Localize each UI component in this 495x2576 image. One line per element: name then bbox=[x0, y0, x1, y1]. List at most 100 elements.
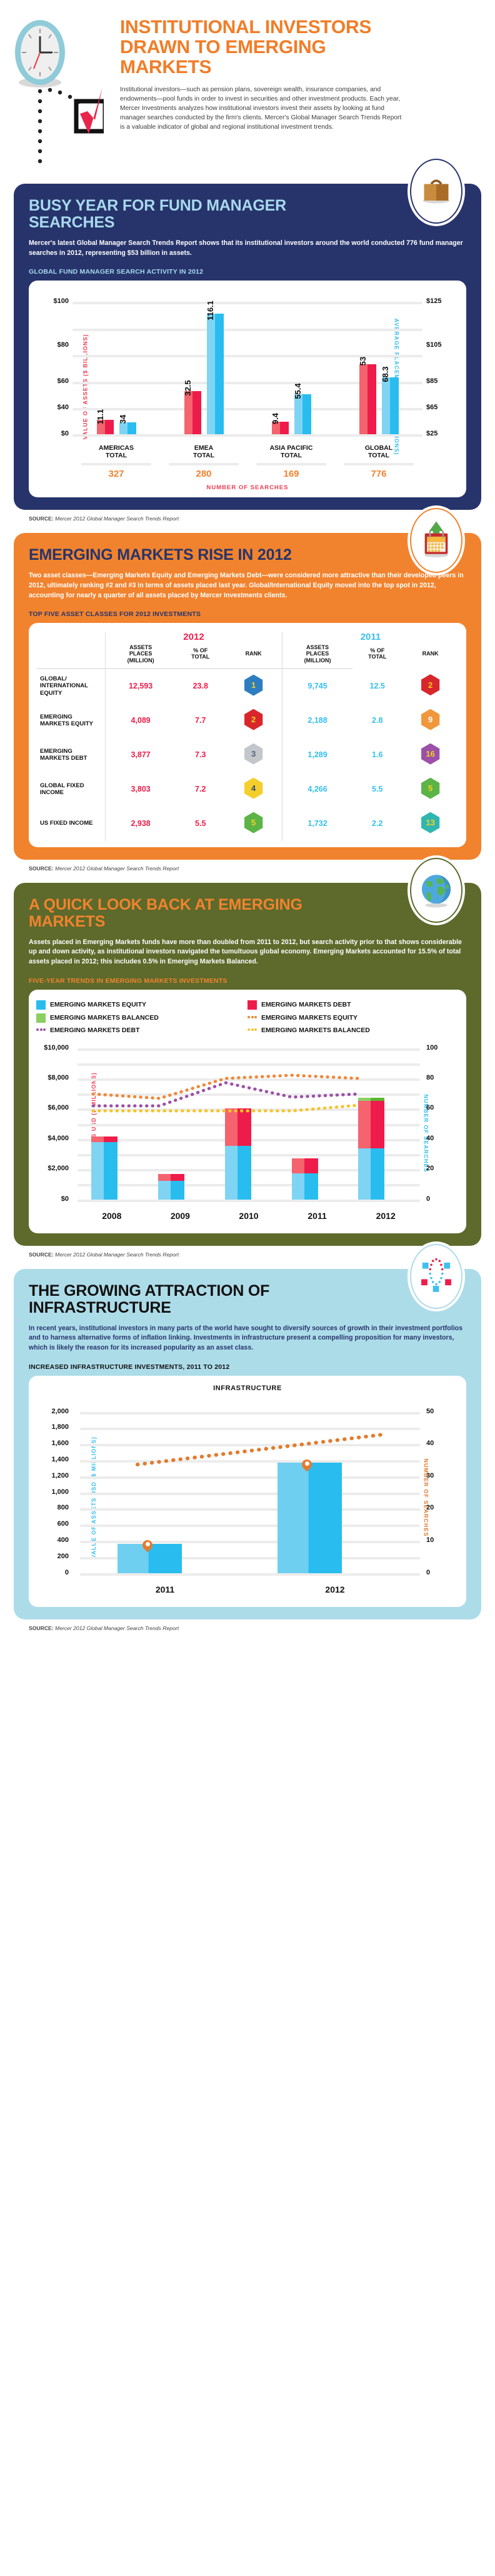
section-quick-look-back: A QUICK LOOK BACK AT EMERGING MARKETS As… bbox=[0, 855, 495, 1266]
chart1-categories: AMERICAS TOTAL 327 EMEA TOTAL 280 ASIA PAC… bbox=[72, 444, 422, 479]
cell-assets-2012: 3,803 bbox=[131, 785, 151, 794]
table-column-header-row: ASSETS PLACES (MILLION) % OF TOTAL RANK ASS… bbox=[36, 643, 459, 667]
chart2-ytick-left: $2,000 bbox=[48, 1165, 69, 1173]
section1-chart-label: GLOBAL FUND MANAGER SEARCH ACTIVITY IN 2… bbox=[29, 268, 204, 276]
cell-assets-2011: 1,289 bbox=[308, 750, 328, 760]
chart3-ytick-right: 50 bbox=[426, 1407, 434, 1415]
cell-pct-2012: 7.2 bbox=[195, 785, 206, 794]
section-infrastructure: THE GROWING ATTRACTION OF INFRASTRUCTURE… bbox=[0, 1241, 495, 1640]
section1-panel: BUSY YEAR FOR FUND MANAGER SEARCHES Merc… bbox=[14, 156, 481, 510]
bar-value: 32.5 bbox=[183, 380, 192, 397]
chart2-ytick-left: $8,000 bbox=[48, 1074, 69, 1082]
chart3-ytick-left: 1,800 bbox=[51, 1423, 69, 1431]
stacked-bar-2012 bbox=[358, 1097, 385, 1200]
chart3-ytick-left: 1,200 bbox=[51, 1471, 69, 1479]
chart3-category: 2012 bbox=[325, 1584, 345, 1594]
legend-swatch-dotted bbox=[248, 1028, 257, 1032]
cell-pct-2012: 7.3 bbox=[195, 750, 206, 760]
chart2-ytick-left: $4,000 bbox=[48, 1134, 69, 1142]
chart1-ytick-right: $85 bbox=[426, 377, 438, 385]
bar-emea-assets: 32.5 bbox=[183, 380, 201, 435]
legend-label: EMERGING MARKETS BALANCED bbox=[50, 1014, 159, 1022]
rank-medal-number: 2 bbox=[421, 674, 440, 696]
rank-medal-icon: 1 bbox=[243, 674, 264, 696]
chart2-ytick-right: 40 bbox=[426, 1134, 434, 1142]
chart3-ytick-right: 20 bbox=[426, 1504, 434, 1512]
row-label: EMERGING MARKETS DEBT bbox=[40, 747, 88, 762]
rank-medal-number: 16 bbox=[421, 743, 440, 765]
cell-assets-2011: 1,732 bbox=[308, 819, 328, 828]
chart2-ytick-right: 60 bbox=[426, 1104, 434, 1112]
bar-americas-placement: 34 bbox=[118, 415, 136, 435]
bar-value: 116.1 bbox=[206, 301, 215, 321]
section4-panel: THE GROWING ATTRACTION OF INFRASTRUCTURE… bbox=[14, 1241, 481, 1619]
col-assets-2012: ASSETS PLACES (MILLION) bbox=[127, 644, 154, 664]
cell-assets-2012: 4,089 bbox=[131, 716, 151, 725]
section-emerging-markets-rise: EMERGING MARKETS RISE IN 2012 Two asset … bbox=[0, 505, 495, 880]
cell-assets-2012: 12,593 bbox=[128, 682, 153, 691]
section3-title: A QUICK LOOK BACK AT EMERGING MARKETS bbox=[29, 895, 302, 930]
legend-item: EMERGING MARKETS BALANCED bbox=[248, 1025, 459, 1036]
cell-pct-2011: 12.5 bbox=[369, 681, 385, 690]
col-rank-2012: RANK bbox=[245, 650, 262, 657]
legend-item: EMERGING MARKETS DEBT bbox=[36, 1025, 248, 1036]
rank-medal-icon: 2 bbox=[420, 674, 441, 696]
cell-pct-2011: 2.2 bbox=[372, 819, 383, 828]
chart3-ytick-left: 800 bbox=[57, 1504, 69, 1512]
legend-item: EMERGING MARKETS EQUITY bbox=[36, 998, 248, 1012]
section2-source: SOURCE: Mercer 2012 Global Manager Searc… bbox=[14, 860, 481, 880]
map-pin-icon-2011 bbox=[140, 1538, 155, 1554]
bar-emea-placement: 116.1 bbox=[206, 301, 224, 435]
rank-medal-number: 5 bbox=[421, 777, 440, 799]
source-text: Mercer 2012 Global Manager Search Trends… bbox=[55, 1251, 179, 1258]
legend-label: EMERGING MARKETS DEBT bbox=[50, 1026, 140, 1034]
cell-pct-2012: 5.5 bbox=[195, 819, 206, 828]
bar-value: 34 bbox=[118, 415, 128, 424]
hero-paragraph: Institutional investors—such as pension … bbox=[120, 86, 402, 132]
bar-value: 11.1 bbox=[96, 409, 105, 425]
section1-body: Mercer's latest Global Manager Search Tr… bbox=[29, 239, 463, 257]
bar-americas-assets: 11.1 bbox=[96, 409, 114, 435]
legend-swatch-dotted bbox=[248, 1016, 257, 1020]
section2-body: Two asset classes—Emerging Markets Equit… bbox=[29, 572, 464, 599]
chart2-ytick-left: $10,000 bbox=[44, 1043, 69, 1052]
map-pin-icon-2012 bbox=[299, 1457, 314, 1473]
bar-asia-assets: 9.4 bbox=[271, 413, 289, 435]
chart-infrastructure: VALUE OF ASSETS USD ($ MILLIONS) NUMBER … bbox=[36, 1395, 459, 1601]
chart-global-search-activity: VALUE OF ASSETS ($ BILLIONS) AVERAGE PLA… bbox=[36, 293, 459, 480]
col-pct-2011: % OF TOTAL bbox=[368, 647, 387, 660]
legend-label: EMERGING MARKETS BALANCED bbox=[261, 1026, 370, 1034]
table-card: 2012 2011 ASSETS PLACES (MILLION) % OF TOTA… bbox=[29, 623, 466, 847]
bar-group-emea: 32.5 116.1 bbox=[160, 301, 248, 435]
chart2-card: EMERGING MARKETS EQUITY EMERGING MARKETS… bbox=[29, 989, 466, 1233]
chart3-ytick-left: 400 bbox=[57, 1536, 69, 1544]
rank-medal-icon: 16 bbox=[420, 743, 441, 765]
cell-rank-2012: 5 bbox=[225, 807, 282, 841]
table-row: EMERGING MARKETS EQUITY 4,089 7.7 2 2,18… bbox=[36, 704, 459, 738]
chart3-card: INFRASTRUCTURE VALUE OF ASSETS USD ($ MI… bbox=[29, 1375, 466, 1607]
source-text: Mercer 2012 Global Manager Search Trends… bbox=[55, 515, 179, 522]
chart1-ytick-right: $105 bbox=[426, 341, 442, 349]
legend-item: EMERGING MARKETS EQUITY bbox=[248, 1012, 459, 1025]
chart1-ytick-left: $100 bbox=[53, 297, 69, 306]
chart1-ytick-right: $65 bbox=[426, 403, 438, 411]
section4-body: In recent years, institutional investors… bbox=[29, 1324, 463, 1351]
table-year-2012: 2012 bbox=[183, 632, 204, 643]
bar-group-global: 53 68.3 bbox=[335, 302, 422, 435]
rank-medal-number: 4 bbox=[244, 777, 263, 799]
search-count: 280 bbox=[196, 469, 212, 480]
infographic-page: INSTITUTIONAL INVESTORS DRAWN TO EMERGIN… bbox=[0, 17, 495, 1640]
cell-pct-2011: 2.8 bbox=[372, 716, 383, 725]
top-five-asset-classes-table: 2012 2011 ASSETS PLACES (MILLION) % OF TOTA… bbox=[36, 632, 459, 841]
chart2-ytick-left: $6,000 bbox=[48, 1104, 69, 1112]
legend-label: EMERGING MARKETS EQUITY bbox=[50, 1001, 147, 1009]
rank-medal-number: 9 bbox=[421, 709, 440, 730]
section2-table-label: TOP FIVE ASSET CLASSES FOR 2012 INVESTME… bbox=[29, 610, 201, 619]
rank-medal-number: 5 bbox=[244, 812, 263, 833]
cell-rank-2011: 9 bbox=[402, 704, 459, 738]
chart1-plot: 11.1 34 32.5 1 bbox=[54, 297, 442, 437]
chart1-ytick-right: $25 bbox=[426, 430, 438, 438]
table-row: GLOBAL/ INTERNATIONAL EQUITY 12,593 23.8… bbox=[36, 669, 459, 704]
bar-global-placement: 68.3 bbox=[381, 366, 399, 435]
chart3-dotted-line bbox=[136, 1432, 385, 1466]
